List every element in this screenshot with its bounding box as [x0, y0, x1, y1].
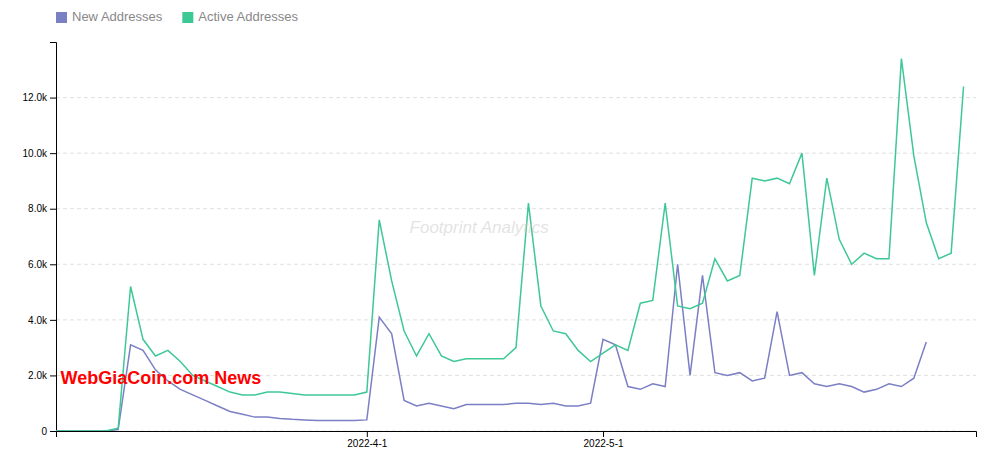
legend-label: Active Addresses: [198, 9, 298, 24]
x-tick: 2022-5-1: [584, 431, 624, 449]
grid-line: [56, 97, 976, 98]
legend-label: New Addresses: [72, 9, 163, 24]
series-line: [56, 59, 964, 431]
y-axis: 0 2.0k 4.0k 6.0k 8.0k 10.0k 12.0k: [23, 43, 57, 437]
x-axis: 2022-4-1 2022-5-1: [57, 431, 977, 449]
y-tick: 10.0k: [23, 148, 56, 159]
y-tick-label: 10.0k: [23, 148, 48, 159]
y-tick-label: 12.0k: [23, 92, 48, 103]
grid-line: [56, 153, 976, 154]
x-tick-mark: [603, 431, 604, 437]
y-tick-label: 2.0k: [28, 370, 48, 381]
x-tick-label: 2022-5-1: [584, 438, 624, 449]
y-tick: 0: [41, 426, 56, 437]
series-group: [56, 59, 964, 431]
y-tick-mark: [50, 153, 56, 154]
annotations: Footprint Analytics WebGiaCoin.com News: [61, 218, 550, 388]
y-tick-mark: [50, 431, 56, 432]
y-tick: 12.0k: [23, 92, 56, 103]
x-axis-line: [57, 432, 977, 438]
x-tick-label: 2022-4-1: [347, 438, 387, 449]
grid: [56, 98, 976, 431]
y-tick-mark: [50, 98, 56, 99]
legend-swatch: [182, 12, 193, 23]
y-tick: 6.0k: [28, 259, 56, 270]
plot: 02.0k4.0k6.0k8.0k10.0k12.0k2022-4-12022-…: [23, 43, 977, 450]
y-tick-label: 4.0k: [28, 315, 48, 326]
chart: 02.0k4.0k6.0k8.0k10.0k12.0k2022-4-12022-…: [0, 0, 1000, 463]
y-tick: 2.0k: [28, 370, 56, 381]
y-tick-mark: [50, 209, 56, 210]
x-tick: 2022-4-1: [347, 431, 387, 449]
y-tick-label: 0: [41, 426, 47, 437]
legend-item: Active Addresses: [182, 9, 298, 24]
y-tick-mark: [50, 320, 56, 321]
watermark: WebGiaCoin.com News: [61, 368, 262, 388]
grid-line: [56, 264, 976, 265]
watermark: Footprint Analytics: [410, 218, 550, 237]
legend-item: New Addresses: [56, 9, 163, 24]
y-tick-label: 8.0k: [28, 203, 48, 214]
y-tick-mark: [50, 264, 56, 265]
y-tick: 8.0k: [28, 203, 56, 214]
y-tick: 4.0k: [28, 315, 56, 326]
grid-line: [56, 208, 976, 209]
y-tick-label: 6.0k: [28, 259, 48, 270]
legend: New Addresses Active Addresses: [56, 9, 299, 24]
grid-line: [56, 319, 976, 320]
series-line: [56, 264, 926, 431]
x-tick-mark: [367, 431, 368, 437]
y-axis-line: [50, 43, 57, 432]
y-tick-mark: [50, 375, 56, 376]
legend-swatch: [56, 12, 67, 23]
